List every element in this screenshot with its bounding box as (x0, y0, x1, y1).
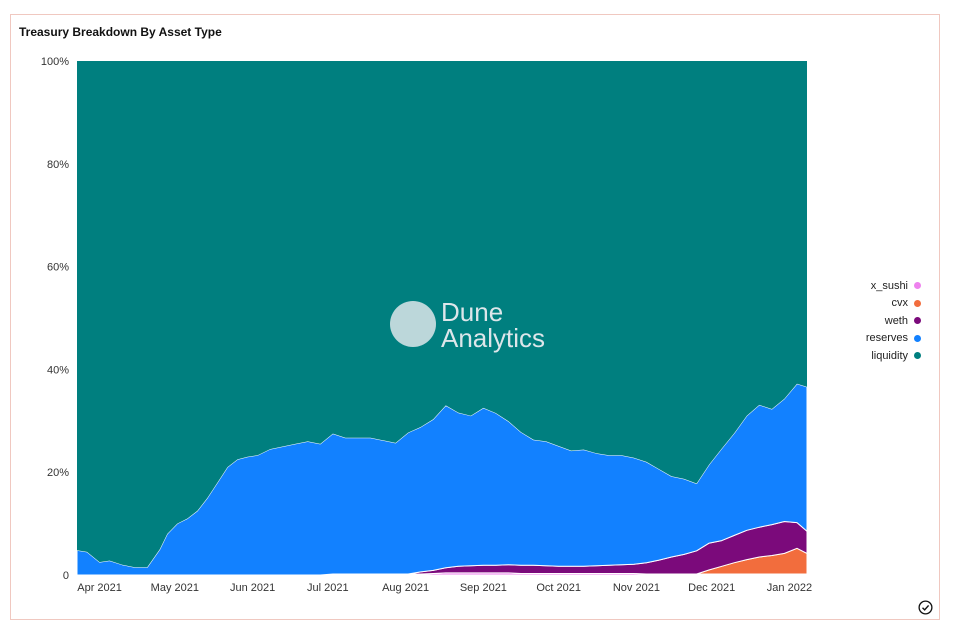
y-tick-label: 60% (47, 262, 69, 274)
x-tick-label: Jan 2022 (767, 582, 812, 594)
x-tick-label: Aug 2021 (382, 582, 429, 594)
y-tick-label: 20% (47, 467, 69, 479)
legend-label: cvx (891, 297, 909, 310)
x-axis: Apr 2021 May 2021 Jun 2021 Jul 2021 Aug 2021… (77, 582, 812, 594)
stacked-area-chart: Dune Analytics 0 20% 40% 60% 80% 100% Apr 202… (41, 56, 812, 594)
area-reserves[interactable] (76, 383, 808, 576)
legend-item-x-sushi[interactable]: x_sushi (866, 277, 921, 295)
watermark: Dune Analytics (390, 297, 545, 353)
y-axis: 0 20% 40% 60% 80% 100% (41, 56, 69, 582)
x-tick-label: Jun 2021 (230, 582, 275, 594)
legend: x_sushi cvx weth reserves liquidity (866, 277, 921, 365)
legend-swatch (914, 352, 921, 360)
legend-item-reserves[interactable]: reserves (866, 330, 921, 348)
plot-areas (76, 61, 808, 576)
y-tick-label: 0 (63, 570, 69, 582)
legend-swatch (914, 317, 921, 325)
watermark-line-1: Dune (441, 297, 503, 327)
watermark-logo-icon (390, 301, 436, 347)
x-tick-label: Sep 2021 (460, 582, 507, 594)
y-tick-label: 100% (41, 56, 69, 68)
x-tick-label: Nov 2021 (613, 582, 660, 594)
x-tick-label: Apr 2021 (77, 582, 122, 594)
watermark-line-2: Analytics (441, 323, 545, 353)
legend-item-weth[interactable]: weth (866, 312, 921, 330)
legend-item-liquidity[interactable]: liquidity (866, 347, 921, 365)
legend-swatch (914, 334, 921, 342)
chart-title: Treasury Breakdown By Asset Type (19, 25, 222, 39)
legend-swatch (914, 282, 921, 290)
y-tick-label: 80% (47, 159, 69, 171)
x-tick-label: Oct 2021 (536, 582, 581, 594)
check-circle-icon[interactable] (918, 600, 933, 615)
chart-card: Treasury Breakdown By Asset Type Dune An… (10, 14, 940, 620)
legend-item-cvx[interactable]: cvx (866, 295, 921, 313)
x-tick-label: Jul 2021 (307, 582, 349, 594)
legend-label: x_sushi (870, 279, 908, 292)
x-tick-label: May 2021 (151, 582, 199, 594)
legend-label: liquidity (871, 349, 908, 362)
legend-label: weth (884, 314, 908, 327)
legend-swatch (914, 299, 921, 307)
legend-label: reserves (865, 332, 908, 345)
x-tick-label: Dec 2021 (688, 582, 735, 594)
y-tick-label: 40% (47, 364, 69, 376)
area-liquidity[interactable] (77, 61, 807, 568)
